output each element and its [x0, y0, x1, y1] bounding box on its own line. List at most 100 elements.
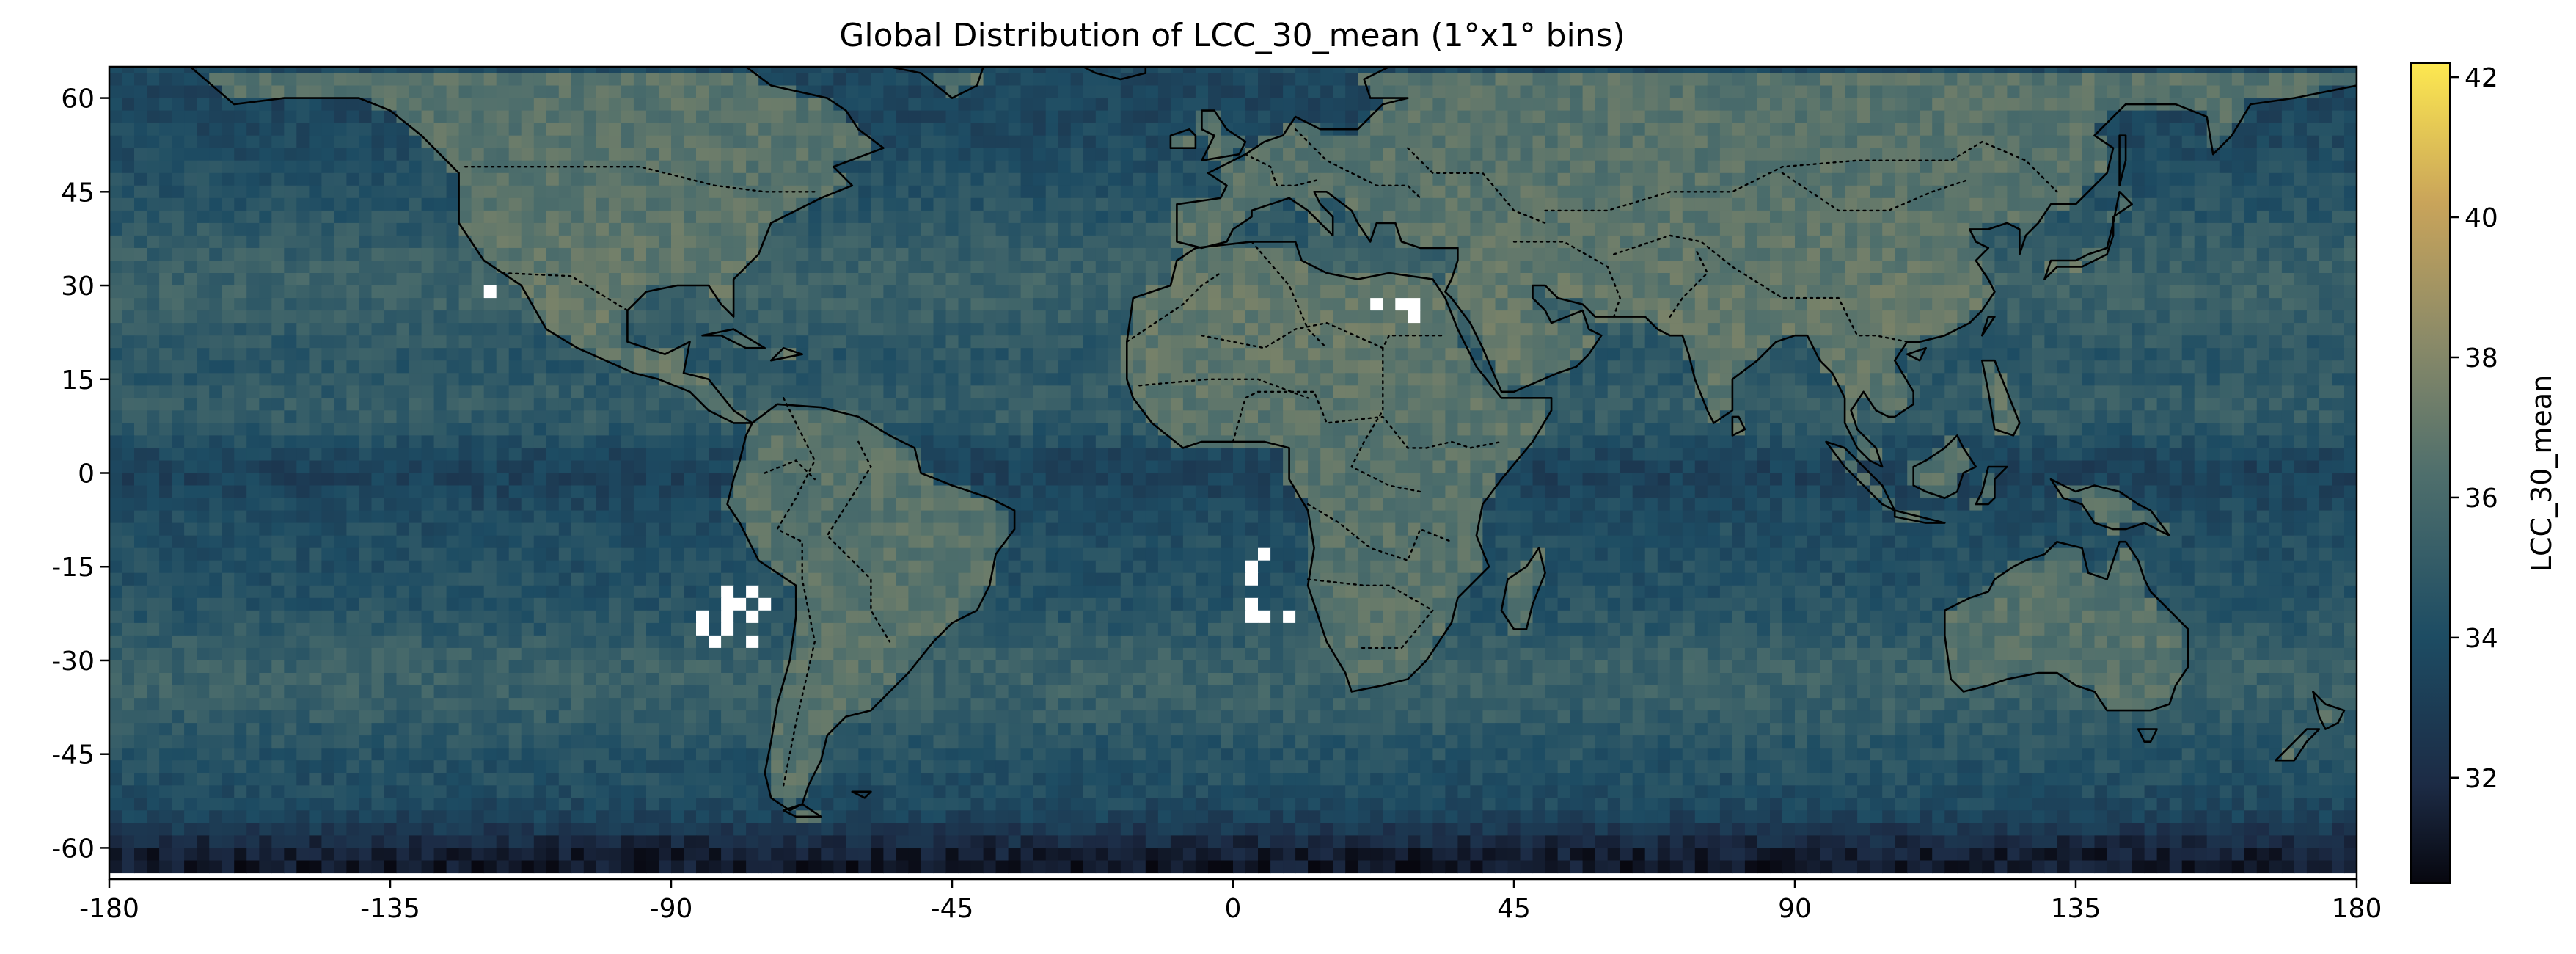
heatmap-cell	[833, 222, 846, 236]
heatmap-cell	[159, 310, 172, 324]
heatmap-cell	[1258, 398, 1271, 411]
heatmap-cell	[396, 335, 410, 349]
heatmap-cell	[1345, 98, 1358, 112]
heatmap-cell	[1520, 160, 1534, 174]
heatmap-cell	[1157, 323, 1171, 336]
heatmap-cell	[796, 135, 809, 149]
heatmap-cell	[421, 335, 435, 349]
heatmap-cell	[2019, 310, 2032, 324]
heatmap-cell	[758, 148, 772, 161]
heatmap-cell	[921, 323, 934, 336]
heatmap-cell	[1657, 285, 1671, 299]
heatmap-cell	[1270, 73, 1284, 87]
heatmap-cell	[2032, 323, 2045, 336]
heatmap-cell	[1520, 110, 1534, 124]
heatmap-cell	[1882, 273, 1895, 286]
heatmap-cell	[2206, 67, 2220, 74]
heatmap-cell	[1308, 222, 1321, 236]
heatmap-cell	[334, 73, 347, 87]
heatmap-cell	[1358, 197, 1371, 211]
heatmap-cell	[346, 360, 359, 374]
heatmap-cell	[1495, 148, 1509, 161]
heatmap-cell	[1358, 373, 1371, 386]
heatmap-cell	[471, 185, 485, 199]
heatmap-cell	[1607, 348, 1621, 361]
heatmap-cell	[159, 148, 172, 161]
heatmap-cell	[2231, 85, 2245, 99]
heatmap-cell	[371, 135, 385, 149]
heatmap-cell	[1270, 172, 1284, 186]
heatmap-cell	[1595, 98, 1609, 112]
heatmap-cell	[583, 197, 597, 211]
heatmap-cell	[1245, 98, 1259, 112]
heatmap-cell	[1820, 98, 1833, 112]
heatmap-cell	[970, 110, 984, 124]
heatmap-cell	[259, 273, 272, 286]
heatmap-cell	[1020, 298, 1034, 311]
heatmap-cell	[2269, 73, 2283, 87]
heatmap-cell	[1008, 273, 1022, 286]
heatmap-cell	[833, 247, 846, 261]
heatmap-cell	[334, 360, 347, 374]
heatmap-cell	[546, 98, 560, 112]
heatmap-cell	[396, 123, 410, 136]
heatmap-cell	[1308, 85, 1321, 99]
heatmap-cell	[483, 298, 497, 311]
heatmap-cell	[1719, 197, 1733, 211]
heatmap-cell	[2094, 335, 2108, 349]
heatmap-cell	[846, 261, 859, 274]
heatmap-cell	[846, 123, 859, 136]
heatmap-cell	[1770, 348, 1783, 361]
heatmap-cell	[1707, 172, 1721, 186]
heatmap-cell	[1807, 73, 1821, 87]
heatmap-cell	[1607, 160, 1621, 174]
heatmap-cell	[1857, 85, 1870, 99]
heatmap-cell	[1994, 235, 2008, 249]
heatmap-cell	[496, 172, 510, 186]
heatmap-cell	[1857, 160, 1870, 174]
heatmap-cell	[1020, 160, 1034, 174]
heatmap-cell	[808, 210, 822, 224]
heatmap-cell	[271, 385, 285, 398]
heatmap-cell	[1744, 261, 1758, 274]
heatmap-cell	[659, 197, 672, 211]
heatmap-cell	[1969, 85, 1983, 99]
heatmap-cell	[958, 323, 972, 336]
heatmap-cell	[1457, 148, 1471, 161]
heatmap-cell	[1870, 160, 1883, 174]
heatmap-cell	[1632, 172, 1646, 186]
heatmap-cell	[2344, 67, 2357, 74]
heatmap-cell	[1058, 285, 1072, 299]
heatmap-cell	[1395, 210, 1408, 224]
heatmap-cell	[1607, 73, 1621, 87]
heatmap-cell	[1820, 222, 1833, 236]
heatmap-cell	[284, 73, 297, 87]
heatmap-cell	[2244, 323, 2258, 336]
heatmap-cell	[2094, 197, 2108, 211]
heatmap-cell	[908, 385, 921, 398]
heatmap-cell	[1770, 85, 1783, 99]
heatmap-cell	[172, 335, 185, 349]
heatmap-cell	[1770, 360, 1783, 374]
heatmap-cell	[558, 148, 572, 161]
heatmap-cell	[1882, 160, 1895, 174]
heatmap-cell	[1882, 261, 1895, 274]
heatmap-cell	[259, 160, 272, 174]
heatmap-cell	[1208, 85, 1221, 99]
heatmap-cell	[1195, 273, 1209, 286]
heatmap-cell	[1008, 67, 1022, 74]
heatmap-cell	[147, 398, 160, 411]
heatmap-cell	[2119, 210, 2133, 224]
heatmap-cell	[1682, 98, 1696, 112]
heatmap-cell	[995, 247, 1009, 261]
heatmap-cell	[2082, 222, 2096, 236]
heatmap-cell	[945, 247, 959, 261]
heatmap-cell	[1320, 110, 1333, 124]
heatmap-cell	[571, 172, 585, 186]
heatmap-cell	[646, 123, 659, 136]
heatmap-cell	[821, 210, 834, 224]
heatmap-cell	[1795, 323, 1808, 336]
heatmap-cell	[733, 222, 747, 236]
heatmap-cell	[1595, 323, 1609, 336]
heatmap-cell	[1982, 73, 1995, 87]
